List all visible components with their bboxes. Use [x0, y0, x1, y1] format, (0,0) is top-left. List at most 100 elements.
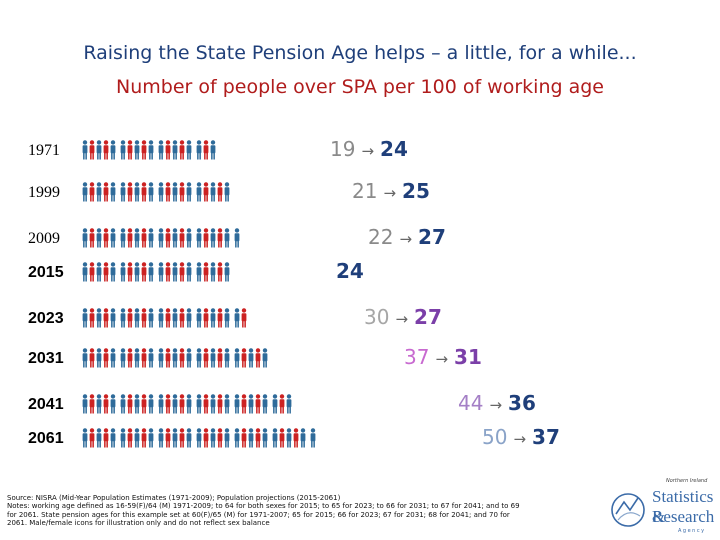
person-icon [110, 394, 116, 414]
person-icon [89, 348, 95, 368]
person-icon [196, 228, 202, 248]
person-icon [224, 348, 230, 368]
person-icon [186, 140, 192, 160]
person-icon [210, 182, 216, 202]
value-from: 22 [368, 225, 394, 249]
person-icon [120, 348, 126, 368]
person-icon [224, 394, 230, 414]
person-icon [141, 428, 147, 448]
person-icon [103, 262, 109, 282]
person-icon [234, 348, 240, 368]
person-icon [158, 228, 164, 248]
chart-subtitle: Number of people over SPA per 100 of wor… [116, 76, 604, 98]
person-icon [179, 262, 185, 282]
person-icon [196, 308, 202, 328]
person-icon [158, 394, 164, 414]
person-icon [120, 394, 126, 414]
person-icon [262, 394, 268, 414]
value-label: 19 → 24 [330, 137, 408, 161]
person-icon [248, 428, 254, 448]
person-icon [82, 262, 88, 282]
person-icon [210, 428, 216, 448]
person-icon [165, 428, 171, 448]
person-icon [217, 428, 223, 448]
person-icon [148, 182, 154, 202]
person-icon [186, 262, 192, 282]
person-icon [203, 140, 209, 160]
person-icon [234, 394, 240, 414]
person-icon [96, 262, 102, 282]
person-icon [141, 262, 147, 282]
person-icon [120, 140, 126, 160]
person-icon [179, 228, 185, 248]
person-icon [179, 428, 185, 448]
person-icon [179, 140, 185, 160]
person-icon [286, 428, 292, 448]
person-icon [179, 348, 185, 368]
person-icon [203, 182, 209, 202]
notes-line: for 2061. State pension ages for this ex… [7, 510, 510, 519]
person-icon [217, 262, 223, 282]
value-to: 24 [380, 137, 408, 161]
person-icon [82, 228, 88, 248]
person-icon [158, 308, 164, 328]
person-icon [196, 348, 202, 368]
person-icon [127, 182, 133, 202]
person-icon [172, 262, 178, 282]
person-icon [186, 348, 192, 368]
person-icon [134, 262, 140, 282]
year-label: 2023 [28, 310, 64, 327]
person-icon [120, 308, 126, 328]
person-icon [96, 228, 102, 248]
person-icon [248, 394, 254, 414]
person-icon [196, 182, 202, 202]
person-icon [248, 348, 254, 368]
person-icon [165, 228, 171, 248]
person-icon [134, 308, 140, 328]
person-icon [134, 228, 140, 248]
person-icon [179, 394, 185, 414]
person-icon [120, 262, 126, 282]
person-icon [172, 140, 178, 160]
value-label: 24 [336, 259, 364, 283]
person-icon [148, 140, 154, 160]
person-icon [179, 308, 185, 328]
person-icon [234, 228, 240, 248]
logo-line-3: Agency [678, 528, 706, 534]
person-icon [310, 428, 316, 448]
person-icon [134, 140, 140, 160]
person-icon [255, 428, 261, 448]
person-icon [224, 228, 230, 248]
person-icon [89, 394, 95, 414]
person-icon [186, 308, 192, 328]
arrow-right-icon: → [513, 430, 527, 448]
person-icon [141, 308, 147, 328]
source-line: Source: NISRA (Mid-Year Population Estim… [7, 494, 341, 502]
value-to: 36 [508, 391, 536, 415]
person-icon [141, 228, 147, 248]
person-icon [255, 394, 261, 414]
value-label: 50 → 37 [482, 425, 560, 449]
person-icon [293, 428, 299, 448]
person-icon [210, 262, 216, 282]
person-icon [110, 308, 116, 328]
person-icon [127, 428, 133, 448]
value-to: 37 [532, 425, 560, 449]
person-icon [127, 394, 133, 414]
value-from: 19 [330, 137, 356, 161]
person-icon [103, 140, 109, 160]
person-icon [203, 394, 209, 414]
person-icon [241, 428, 247, 448]
year-label: 1999 [28, 184, 60, 201]
person-icon [210, 308, 216, 328]
source-notes: Source: NISRA (Mid-Year Population Estim… [7, 494, 597, 528]
nisra-logo-icon [611, 493, 645, 527]
person-icon [127, 228, 133, 248]
chart-title: Raising the State Pension Age helps – a … [83, 42, 637, 64]
person-icon [134, 394, 140, 414]
person-icon [110, 182, 116, 202]
arrow-right-icon: → [435, 350, 449, 368]
logo-line-2: Research [652, 507, 715, 526]
person-icon [141, 394, 147, 414]
value-to: 24 [336, 259, 364, 283]
